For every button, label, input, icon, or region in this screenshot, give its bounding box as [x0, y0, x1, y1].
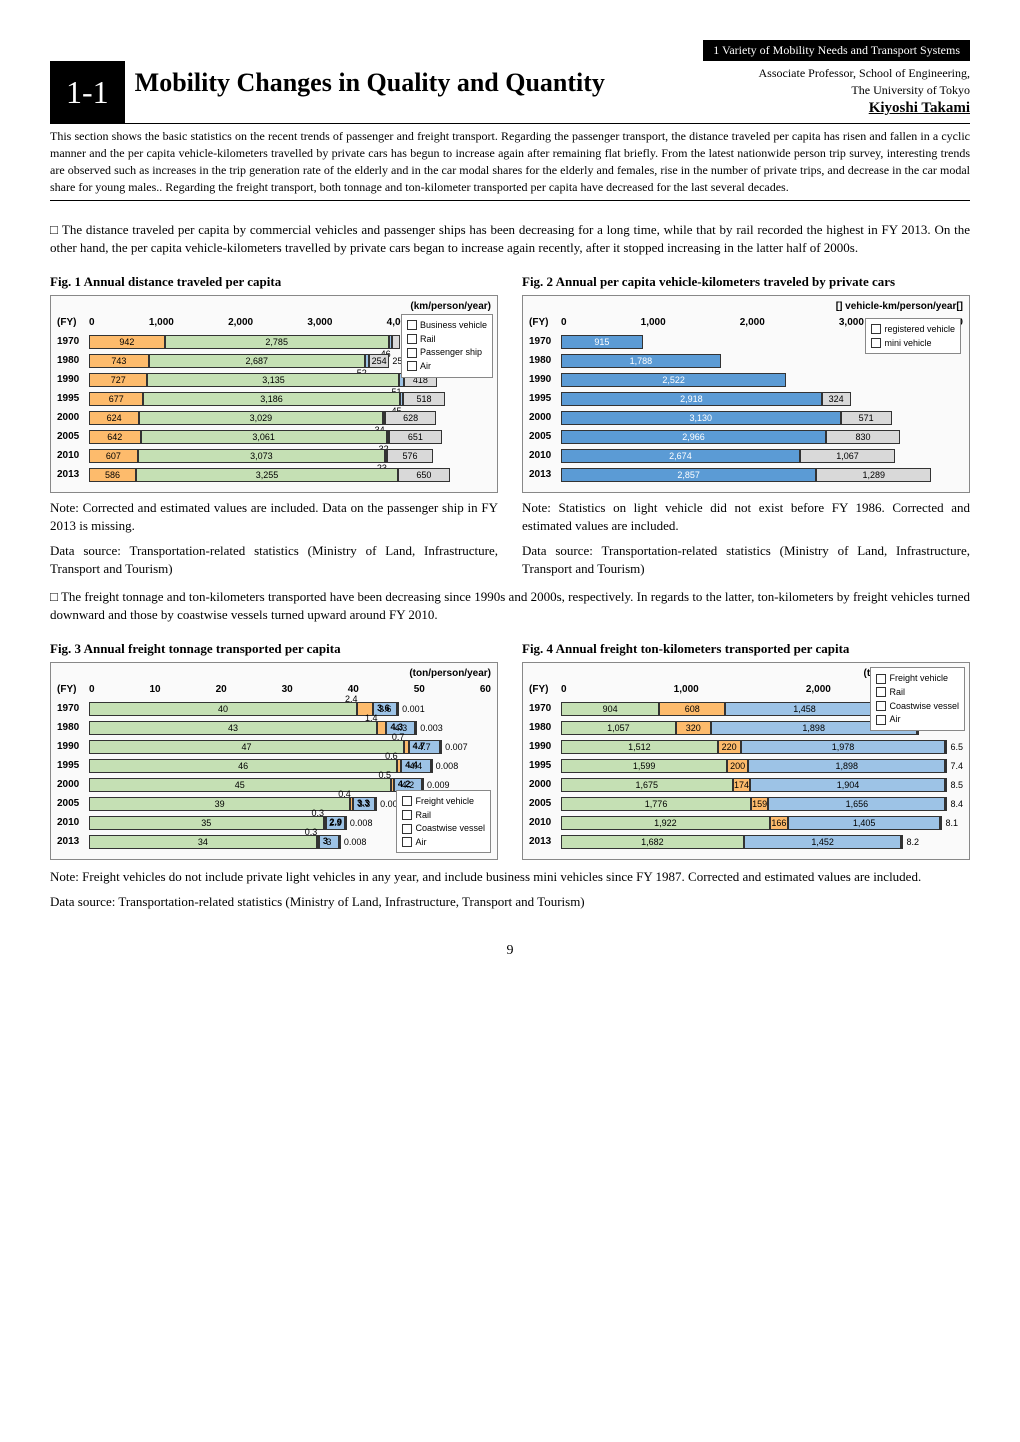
fig4-title: Fig. 4 Annual freight ton-kilometers tra…	[522, 640, 970, 658]
category-label: 1 Variety of Mobility Needs and Transpor…	[703, 40, 970, 61]
title-block: Mobility Changes in Quality and Quantity	[125, 61, 710, 124]
fig1-chart: (km/person/year)(FY)01,0002,0003,0004,00…	[50, 295, 498, 493]
fig1-source: Data source: Transportation-related stat…	[50, 542, 498, 578]
affiliation-2: The University of Tokyo	[720, 82, 970, 99]
affiliation-1: Associate Professor, School of Engineeri…	[720, 65, 970, 82]
fig2-note: Note: Statistics on light vehicle did no…	[522, 499, 970, 535]
bottom-note: Note: Freight vehicles do not include pr…	[50, 868, 970, 886]
fig4-chart: (ton-km/person/year)(FY)01,0002,0003,000…	[522, 662, 970, 860]
abstract: This section shows the basic statistics …	[50, 123, 970, 200]
paragraph-2: The freight tonnage and ton-kilometers t…	[50, 588, 970, 624]
page-number: 9	[50, 941, 970, 961]
author-name: Kiyoshi Takami	[720, 98, 970, 119]
bottom-source: Data source: Transportation-related stat…	[50, 893, 970, 911]
section-number: 1-1	[50, 61, 125, 124]
fig3-title: Fig. 3 Annual freight tonnage transporte…	[50, 640, 498, 658]
fig2-title: Fig. 2 Annual per capita vehicle-kilomet…	[522, 273, 970, 291]
author-block: Associate Professor, School of Engineeri…	[710, 61, 970, 124]
fig2-chart: [] vehicle-km/person/year[](FY)01,0002,0…	[522, 295, 970, 493]
fig1-note: Note: Corrected and estimated values are…	[50, 499, 498, 535]
page-title: Mobility Changes in Quality and Quantity	[135, 65, 700, 101]
fig2-source: Data source: Transportation-related stat…	[522, 542, 970, 578]
fig1-title: Fig. 1 Annual distance traveled per capi…	[50, 273, 498, 291]
fig3-chart: (ton/person/year)(FY)0102030405060197040…	[50, 662, 498, 860]
paragraph-1: The distance traveled per capita by comm…	[50, 221, 970, 257]
header: 1-1 Mobility Changes in Quality and Quan…	[50, 61, 970, 124]
